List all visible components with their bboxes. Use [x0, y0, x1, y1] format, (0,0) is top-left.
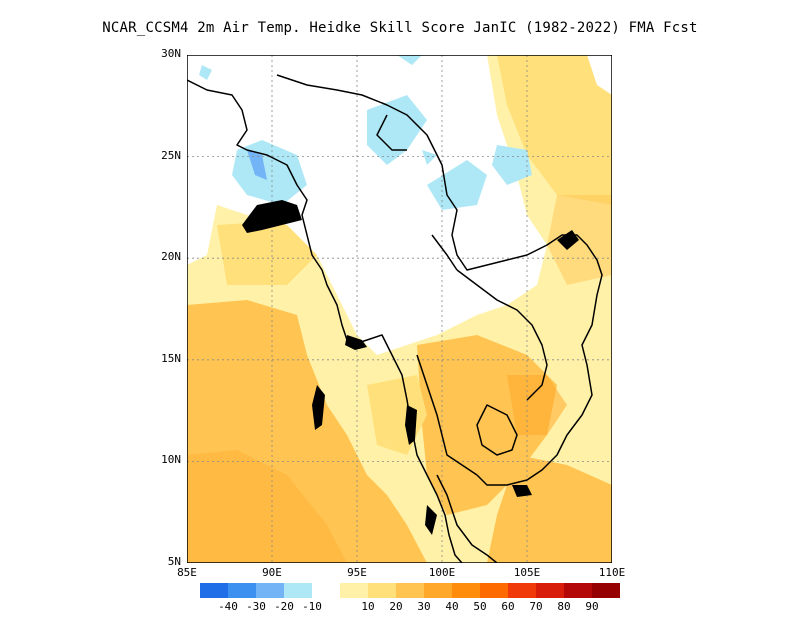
lon-tick-110e: 110E: [598, 566, 626, 579]
colorbar-label: 80: [557, 600, 571, 613]
colorbar-label: 50: [473, 600, 487, 613]
colorbar-swatch-2: [256, 583, 284, 598]
colorbar-label: -40: [218, 600, 238, 613]
lat-tick-5n: 5N: [167, 555, 181, 568]
colorbar: [200, 583, 620, 598]
colorbar-swatch-1: [228, 583, 256, 598]
colorbar-label: 90: [585, 600, 599, 613]
colorbar-swatch-14: [592, 583, 620, 598]
skill-score-map: [187, 55, 612, 563]
lat-tick-15n: 15N: [161, 352, 181, 365]
colorbar-swatch-10: [480, 583, 508, 598]
colorbar-swatch-7: [396, 583, 424, 598]
lon-tick-90e: 90E: [262, 566, 282, 579]
lon-tick-85e: 85E: [177, 566, 197, 579]
colorbar-label: 40: [445, 600, 459, 613]
colorbar-label: 70: [529, 600, 543, 613]
lon-tick-105e: 105E: [513, 566, 541, 579]
lat-tick-30n: 30N: [161, 47, 181, 60]
colorbar-label: 60: [501, 600, 515, 613]
colorbar-label: -20: [274, 600, 294, 613]
coastlines-borders: [187, 74, 603, 563]
colorbar-swatch-8: [424, 583, 452, 598]
coastline-details: [242, 200, 579, 535]
colorbar-label: -30: [246, 600, 266, 613]
colorbar-label: 20: [389, 600, 403, 613]
colorbar-swatch-12: [536, 583, 564, 598]
colorbar-label: 10: [361, 600, 375, 613]
lat-tick-10n: 10N: [161, 453, 181, 466]
colorbar-swatch-9: [452, 583, 480, 598]
colorbar-swatch-4: [312, 583, 340, 598]
lon-tick-95e: 95E: [347, 566, 367, 579]
colorbar-swatch-13: [564, 583, 592, 598]
colorbar-swatch-0: [200, 583, 228, 598]
colorbar-label: -10: [302, 600, 322, 613]
colorbar-swatch-5: [340, 583, 368, 598]
lat-tick-20n: 20N: [161, 250, 181, 263]
chart-title: NCAR_CCSM4 2m Air Temp. Heidke Skill Sco…: [102, 20, 698, 36]
colorbar-label: 30: [417, 600, 431, 613]
grid-lines: [187, 55, 612, 563]
colorbar-swatch-6: [368, 583, 396, 598]
colorbar-swatch-11: [508, 583, 536, 598]
lat-tick-25n: 25N: [161, 149, 181, 162]
colorbar-swatch-3: [284, 583, 312, 598]
white-region-north: [187, 55, 547, 355]
lon-tick-100e: 100E: [428, 566, 456, 579]
